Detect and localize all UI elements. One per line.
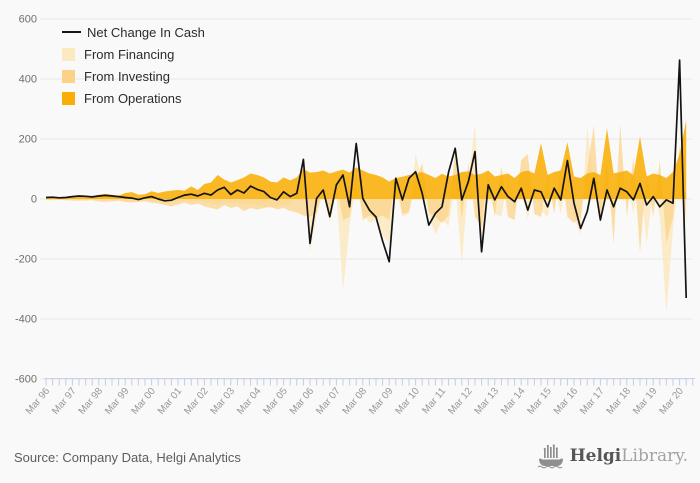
x-axis-tick-label: Mar 05 <box>261 386 290 417</box>
x-axis-tick-label: Mar 01 <box>156 386 185 417</box>
x-axis-tick-label: Mar 06 <box>288 386 317 417</box>
x-axis-tick-label: Mar 12 <box>446 386 475 417</box>
x-axis-tick-label: Mar 14 <box>499 386 528 417</box>
y-axis-tick-label: 0 <box>31 194 37 206</box>
y-axis-tick-label: 600 <box>19 14 37 26</box>
x-axis-tick-label: Mar 18 <box>605 386 634 417</box>
x-axis-tick-label: Mar 98 <box>77 386 106 417</box>
x-axis-tick-label: Mar 00 <box>129 386 158 417</box>
x-axis-tick-label: Mar 03 <box>209 386 238 417</box>
y-axis-tick-label: -600 <box>15 374 37 386</box>
ship-icon <box>537 444 563 469</box>
x-axis-tick-label: Mar 10 <box>393 386 422 417</box>
legend-label: From Operations <box>84 90 182 106</box>
operations-swatch-icon <box>62 91 75 105</box>
x-axis-tick-label: Mar 04 <box>235 386 264 417</box>
chart-legend: Net Change In Cash From Financing From I… <box>62 21 205 109</box>
y-axis-tick-label: 200 <box>19 134 37 146</box>
legend-label: From Financing <box>84 46 175 62</box>
x-axis-tick-label: Mar 15 <box>525 386 554 417</box>
x-axis-tick-label: Mar 09 <box>367 386 396 417</box>
legend-item-operations: From Operations <box>62 87 205 109</box>
x-axis-tick-label: Mar 17 <box>578 386 607 417</box>
logo-text-library: Library. <box>621 445 688 466</box>
legend-item-investing: From Investing <box>62 65 205 87</box>
logo-text-helgi: Helgi <box>569 445 622 466</box>
x-axis-tick-label: Mar 99 <box>103 386 132 417</box>
source-text: Source: Company Data, Helgi Analytics <box>14 450 241 465</box>
legend-item-net-change: Net Change In Cash <box>62 21 205 43</box>
y-axis-tick-label: 400 <box>19 74 37 86</box>
net-change-line-swatch-icon <box>62 30 81 34</box>
x-axis-tick-label: Mar 02 <box>182 386 211 417</box>
legend-item-financing: From Financing <box>62 43 205 65</box>
x-axis-tick-label: Mar 97 <box>50 386 79 417</box>
y-axis-tick-label: -200 <box>15 254 37 266</box>
investing-swatch-icon <box>62 69 75 83</box>
x-axis-tick-label: Mar 11 <box>420 386 448 417</box>
x-axis-tick-label: Mar 08 <box>341 386 370 417</box>
x-axis-tick-label: Mar 16 <box>552 386 581 417</box>
x-axis-tick-label: Mar 96 <box>24 386 53 417</box>
area-from-operations <box>46 120 687 199</box>
legend-label: Net Change In Cash <box>87 24 205 40</box>
area-from-investing <box>46 124 687 253</box>
y-axis-tick-label: -400 <box>15 314 37 326</box>
legend-label: From Investing <box>84 68 170 84</box>
x-axis-tick-label: Mar 13 <box>473 386 502 417</box>
x-axis-tick-label: Mar 19 <box>631 386 660 417</box>
x-axis-tick-label: Mar 07 <box>314 386 343 417</box>
helgi-library-logo: HelgiLibrary. <box>537 443 688 469</box>
financing-swatch-icon <box>62 47 75 61</box>
line-net-change-in-cash <box>45 59 688 299</box>
x-axis-tick-label: Mar 20 <box>657 386 686 417</box>
